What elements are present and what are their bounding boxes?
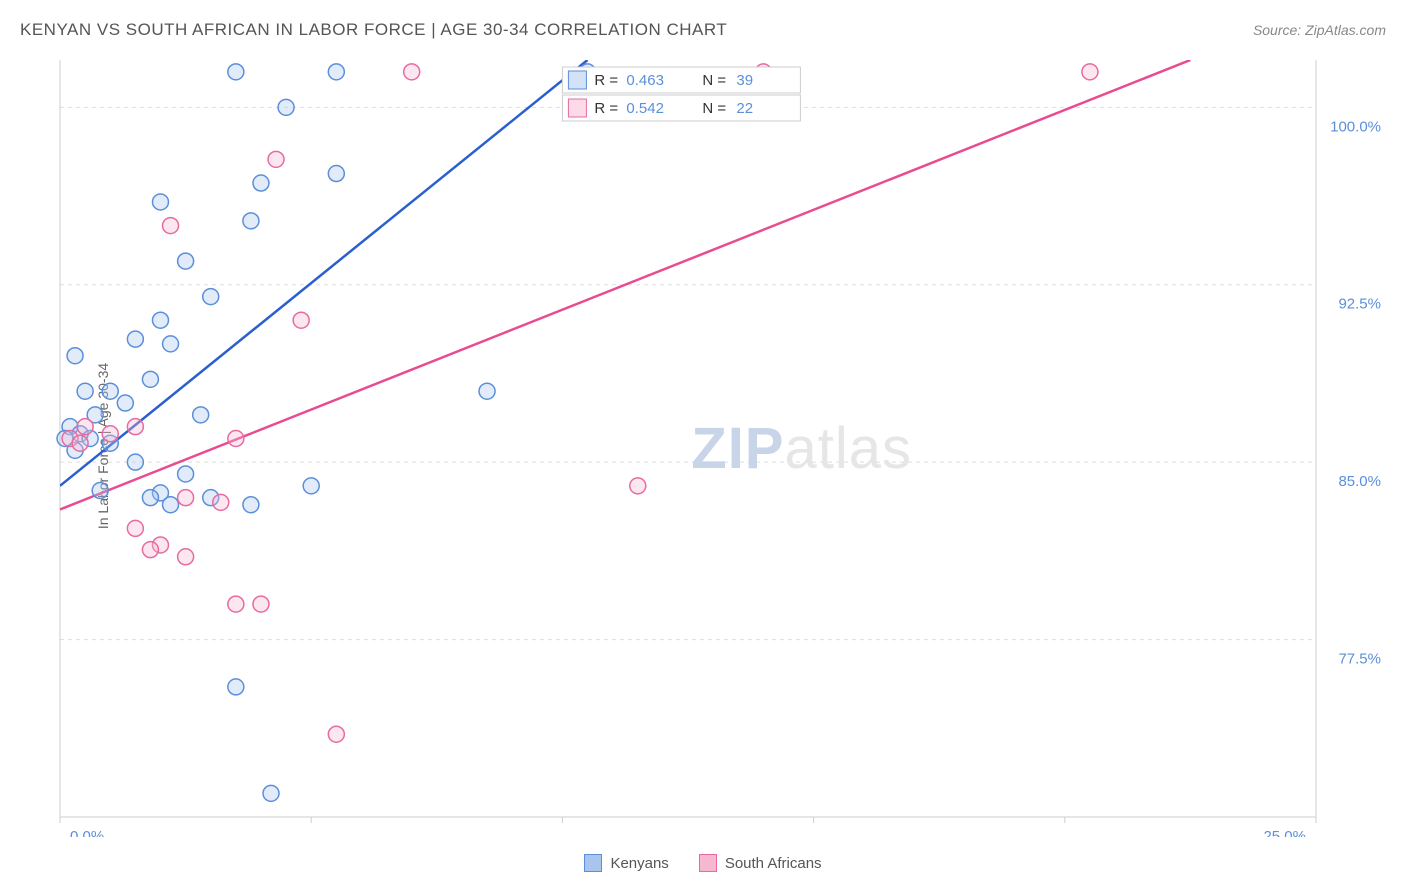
svg-text:R =: R = — [594, 72, 618, 89]
chart-area: In Labor Force | Age 30-34 77.5%85.0%92.… — [50, 55, 1386, 837]
source-label: Source: ZipAtlas.com — [1253, 22, 1386, 38]
bottom-legend: Kenyans South Africans — [0, 854, 1406, 872]
svg-text:0.0%: 0.0% — [70, 828, 104, 837]
svg-text:N =: N = — [702, 72, 726, 89]
legend-label-southafricans: South Africans — [725, 855, 822, 872]
svg-text:77.5%: 77.5% — [1338, 651, 1381, 668]
legend-swatch-kenyans — [584, 854, 602, 872]
svg-text:N =: N = — [702, 100, 726, 117]
scatter-plot: 77.5% 85.0% 92.5% 100.0% 0.0% 25.0% R = 0.463 N … — [50, 55, 1386, 837]
legend-item-kenyans: Kenyans — [584, 854, 668, 872]
svg-text:0.542: 0.542 — [626, 100, 664, 117]
svg-text:R =: R = — [594, 100, 618, 117]
svg-text:100.0%: 100.0% — [1330, 118, 1381, 135]
legend-swatch-southafricans — [699, 854, 717, 872]
svg-text:39: 39 — [736, 72, 753, 89]
chart-title: KENYAN VS SOUTH AFRICAN IN LABOR FORCE |… — [20, 20, 727, 40]
svg-text:0.463: 0.463 — [626, 72, 664, 89]
legend-label-kenyans: Kenyans — [610, 855, 668, 872]
svg-text:25.0%: 25.0% — [1263, 828, 1306, 837]
svg-text:22: 22 — [736, 100, 753, 117]
svg-text:85.0%: 85.0% — [1338, 473, 1381, 490]
title-bar: KENYAN VS SOUTH AFRICAN IN LABOR FORCE |… — [20, 20, 1386, 40]
legend-item-southafricans: South Africans — [699, 854, 822, 872]
svg-text:92.5%: 92.5% — [1338, 296, 1381, 313]
